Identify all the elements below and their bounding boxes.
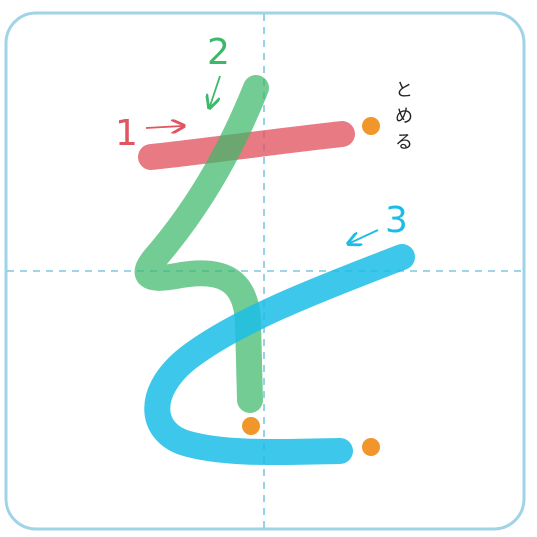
stroke-3-direction-arrow bbox=[350, 229, 379, 243]
stroke-2-number: 2 bbox=[207, 32, 230, 73]
tome-note-char-2: め bbox=[395, 106, 413, 127]
stroke-3-stop-dot bbox=[362, 438, 380, 456]
stroke-2-direction-arrow bbox=[210, 75, 221, 106]
stroke-2-stop-dot bbox=[242, 417, 260, 435]
writing-box-frame bbox=[4, 11, 526, 531]
stroke-1-number: 1 bbox=[115, 113, 138, 154]
stroke-2 bbox=[134, 75, 269, 413]
stroke-1-stop-dot bbox=[362, 117, 380, 135]
tome-note-char-3: る bbox=[395, 132, 413, 153]
tome-note-char-1: と bbox=[395, 80, 413, 101]
stroke-1-direction-arrow bbox=[145, 126, 182, 128]
stroke-3-number: 3 bbox=[385, 200, 408, 241]
stroke-3 bbox=[144, 244, 415, 466]
